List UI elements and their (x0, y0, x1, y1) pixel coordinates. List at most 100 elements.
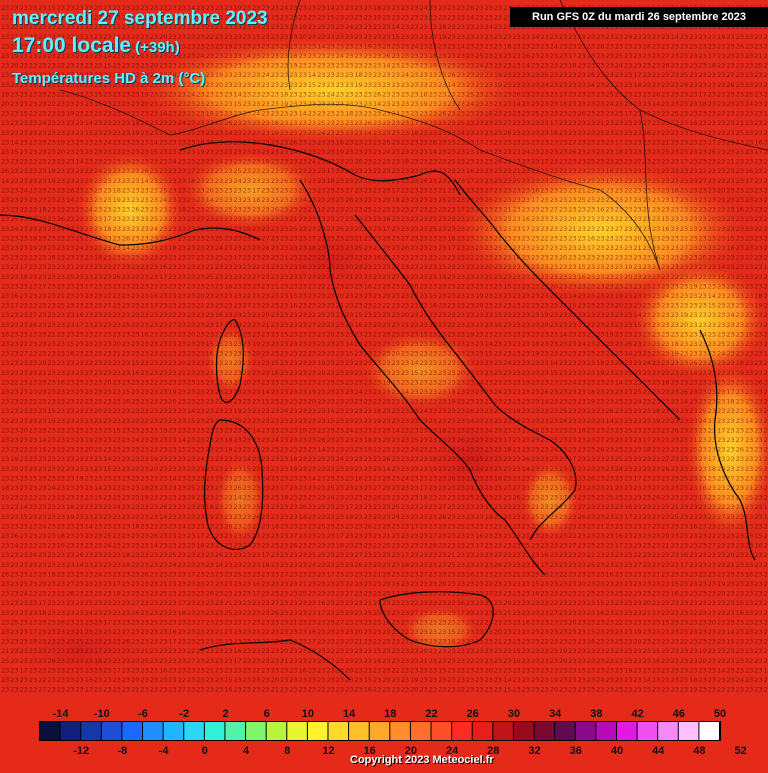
svg-text:23: 23 (103, 234, 111, 242)
svg-text:23: 23 (699, 350, 707, 358)
svg-text:23: 23 (317, 254, 325, 262)
svg-text:23: 23 (578, 119, 586, 127)
svg-text:23: 23 (206, 254, 214, 262)
svg-text:23: 23 (271, 196, 279, 204)
svg-text:23: 23 (85, 311, 93, 319)
svg-text:23: 23 (447, 455, 455, 463)
svg-text:23: 23 (540, 455, 548, 463)
svg-text:23: 23 (392, 321, 400, 329)
svg-text:23: 23 (252, 455, 260, 463)
svg-text:23: 23 (438, 90, 446, 98)
svg-text:23: 23 (596, 148, 604, 156)
svg-text:27: 27 (438, 503, 446, 511)
svg-text:16: 16 (206, 350, 214, 358)
svg-text:23: 23 (196, 263, 204, 271)
svg-text:23: 23 (624, 234, 632, 242)
svg-text:23: 23 (568, 81, 576, 89)
svg-text:23: 23 (187, 282, 195, 290)
svg-text:23: 23 (20, 177, 28, 185)
svg-text:23: 23 (280, 282, 288, 290)
svg-text:21: 21 (671, 503, 679, 511)
svg-text:23: 23 (196, 494, 204, 502)
svg-text:23: 23 (261, 302, 269, 310)
svg-text:23: 23 (299, 330, 307, 338)
svg-text:23: 23 (299, 484, 307, 492)
svg-text:23: 23 (206, 138, 214, 146)
svg-text:23: 23 (568, 474, 576, 482)
svg-text:23: 23 (680, 167, 688, 175)
svg-text:23: 23 (708, 273, 716, 281)
svg-text:23: 23 (466, 282, 474, 290)
svg-text:23: 23 (606, 551, 614, 559)
svg-text:23: 23 (745, 542, 753, 550)
svg-text:23: 23 (187, 436, 195, 444)
svg-text:23: 23 (224, 254, 232, 262)
svg-text:23: 23 (345, 542, 353, 550)
svg-text:23: 23 (66, 494, 74, 502)
svg-text:23: 23 (159, 148, 167, 156)
svg-text:23: 23 (699, 81, 707, 89)
svg-text:23: 23 (578, 407, 586, 415)
svg-text:23: 23 (438, 225, 446, 233)
svg-text:23: 23 (373, 273, 381, 281)
svg-text:23: 23 (410, 330, 418, 338)
svg-text:23: 23 (261, 119, 269, 127)
svg-text:23: 23 (308, 129, 316, 137)
svg-text:23: 23 (85, 138, 93, 146)
svg-text:19: 19 (57, 138, 65, 146)
svg-text:23: 23 (726, 110, 734, 118)
svg-text:23: 23 (447, 33, 455, 41)
svg-text:23: 23 (168, 302, 176, 310)
svg-text:23: 23 (699, 263, 707, 271)
svg-text:16: 16 (540, 551, 548, 559)
svg-text:23: 23 (159, 455, 167, 463)
svg-text:23: 23 (513, 503, 521, 511)
svg-text:23: 23 (550, 196, 558, 204)
svg-text:23: 23 (66, 359, 74, 367)
svg-text:23: 23 (587, 62, 595, 70)
svg-text:23: 23 (726, 148, 734, 156)
svg-text:23: 23 (10, 311, 18, 319)
svg-text:23: 23 (373, 42, 381, 50)
svg-text:23: 23 (94, 340, 102, 348)
svg-text:23: 23 (661, 254, 669, 262)
svg-text:20: 20 (20, 426, 28, 434)
svg-text:23: 23 (447, 292, 455, 300)
svg-text:23: 23 (457, 513, 465, 521)
svg-text:23: 23 (587, 311, 595, 319)
svg-text:23: 23 (1, 263, 9, 271)
svg-text:14: 14 (38, 436, 46, 444)
svg-text:23: 23 (178, 138, 186, 146)
svg-text:23: 23 (336, 14, 344, 22)
svg-text:23: 23 (57, 503, 65, 511)
svg-text:23: 23 (429, 81, 437, 89)
legend-bottom-label: -4 (159, 745, 170, 757)
svg-text:23: 23 (531, 369, 539, 377)
svg-text:19: 19 (420, 100, 428, 108)
svg-text:23: 23 (271, 330, 279, 338)
svg-text:23: 23 (736, 110, 744, 118)
svg-text:23: 23 (354, 436, 362, 444)
svg-text:15: 15 (20, 513, 28, 521)
svg-text:23: 23 (75, 455, 83, 463)
svg-text:19: 19 (150, 455, 158, 463)
svg-text:23: 23 (410, 254, 418, 262)
svg-text:23: 23 (10, 417, 18, 425)
svg-text:23: 23 (289, 359, 297, 367)
svg-text:23: 23 (252, 71, 260, 79)
svg-text:18: 18 (578, 426, 586, 434)
svg-text:23: 23 (364, 302, 372, 310)
svg-text:21: 21 (726, 561, 734, 569)
svg-text:23: 23 (401, 282, 409, 290)
legend-swatch (184, 722, 204, 740)
svg-text:23: 23 (578, 474, 586, 482)
svg-text:23: 23 (568, 42, 576, 50)
svg-text:23: 23 (624, 436, 632, 444)
svg-text:23: 23 (513, 522, 521, 530)
svg-text:23: 23 (540, 484, 548, 492)
svg-text:23: 23 (652, 513, 660, 521)
svg-text:17: 17 (196, 532, 204, 540)
svg-text:23: 23 (466, 42, 474, 50)
legend-swatch (40, 722, 60, 740)
svg-text:23: 23 (689, 110, 697, 118)
